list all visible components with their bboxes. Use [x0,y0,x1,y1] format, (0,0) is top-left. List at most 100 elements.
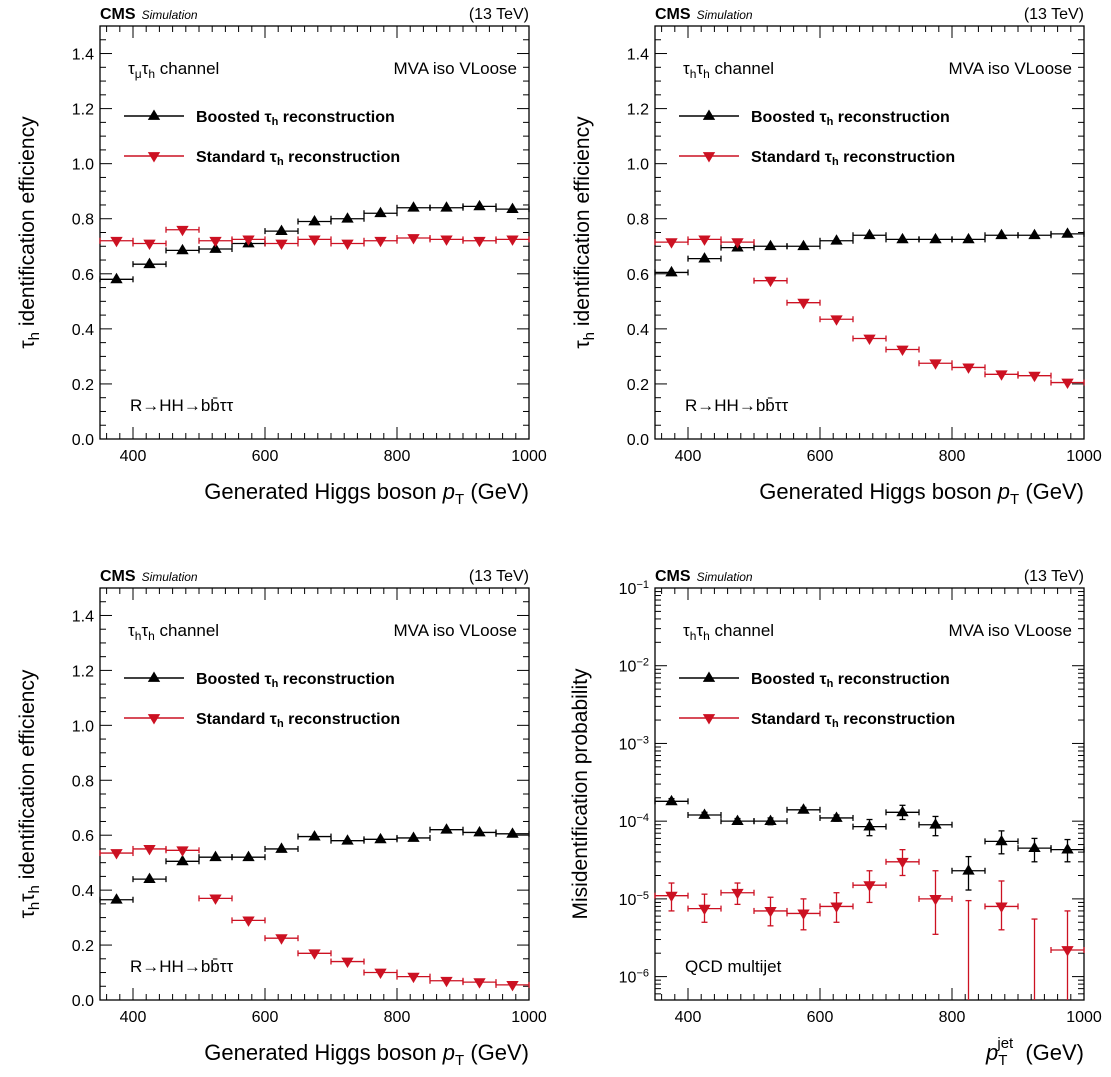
x-tick-label: 1000 [511,448,547,465]
data-point [863,228,876,240]
wp-label: MVA iso VLoose [949,621,1072,640]
data-point [863,820,876,831]
data-point [110,236,123,248]
data-point [374,236,387,248]
series-standard [654,235,1085,390]
data-point [830,902,843,913]
data-point [440,823,453,834]
data-point [962,864,975,875]
y-tick-label: 0.0 [72,432,94,449]
legend-marker [147,152,161,163]
data-point [143,872,156,884]
data-point [341,834,354,845]
data-point [374,832,387,844]
legend-marker [702,714,716,725]
y-tick-label: 0.4 [72,322,94,339]
data-point [176,225,189,237]
y-tick-label: 0.6 [627,267,649,284]
y-tick-label: 0.4 [72,883,94,900]
y-tick-label: 10−1 [619,579,649,598]
y-tick-label: 1.2 [72,663,94,680]
data-point [1061,946,1074,957]
y-tick-label: 0.2 [627,377,649,394]
data-point [473,978,486,989]
y-tick-label: 0.8 [72,212,94,229]
series-standard [654,848,1085,1000]
data-point [440,201,453,212]
data-point [308,235,321,246]
channel-label: τhτh channel [683,621,774,643]
y-tick-label: 10−6 [619,968,649,987]
y-tick-label: 10−3 [619,734,649,753]
data-point [110,849,123,860]
x-tick-label: 1000 [1066,1009,1102,1026]
y-tick-label: 0.6 [72,828,94,845]
y-tick-label: 0.0 [72,993,94,1010]
plot-frame [99,25,530,440]
data-point [665,794,678,806]
plot-frame [99,587,530,1001]
data-point [242,916,255,927]
y-tick-label: 10−4 [619,812,649,831]
y-tick-label: 1.0 [72,157,94,174]
data-point [407,201,420,212]
data-point [797,803,810,814]
x-tick-label: 400 [120,1009,147,1026]
legend-marker [702,671,716,682]
data-point [1028,228,1041,240]
data-point [995,902,1008,913]
cms-label: CMS Simulation [100,6,198,23]
y-tick-label: 0.8 [627,212,649,229]
data-point [242,850,255,862]
legend-entry: Standard τh reconstruction [751,711,955,730]
wp-label: MVA iso VLoose [949,59,1072,78]
y-tick-label: 1.2 [627,102,649,119]
x-tick-label: 600 [252,448,279,465]
data-point [275,239,288,251]
y-axis-title: τh identification efficiency [16,116,43,349]
data-point [1061,378,1074,390]
data-point [665,265,678,277]
y-axis-title: τhτh identification efficiency [16,669,43,918]
legend-marker [147,109,161,120]
x-tick-label: 1000 [1066,448,1102,465]
x-tick-label: 1000 [511,1009,547,1026]
data-point [995,834,1008,846]
series-standard [99,845,530,992]
channel-label: τμτh channel [128,59,219,81]
data-point [896,232,909,244]
data-point [797,909,810,920]
data-point [698,808,711,819]
data-point [506,827,519,838]
data-point [506,235,519,246]
data-point [374,206,387,218]
channel-label: τhτh channel [683,59,774,81]
process-label: R→HH→bb̄ττ [685,396,788,415]
data-point [764,276,777,288]
y-axis-title: Misidentification probability [569,668,592,919]
y-tick-label: 0.8 [72,773,94,790]
data-point [440,976,453,988]
data-point [698,904,711,916]
x-axis-title: pTjet (GeV) [985,1035,1084,1069]
data-point [665,891,678,903]
process-label: QCD multijet [685,957,782,976]
cms-label: CMS Simulation [655,6,753,23]
data-point [473,236,486,248]
x-tick-label: 600 [252,1009,279,1026]
y-tick-label: 1.4 [72,47,94,64]
y-tick-label: 1.4 [72,608,94,625]
data-point [143,239,156,251]
data-point [110,893,123,904]
data-point [731,238,744,249]
data-point [1028,841,1041,853]
data-point [407,234,420,245]
series-standard [99,225,530,251]
plot-frame [654,587,1085,1001]
data-point [275,934,288,945]
x-tick-label: 800 [939,448,966,465]
data-point [929,894,942,906]
y-axis-title: τh identification efficiency [571,116,598,349]
data-point [209,242,222,253]
data-point [896,805,909,817]
